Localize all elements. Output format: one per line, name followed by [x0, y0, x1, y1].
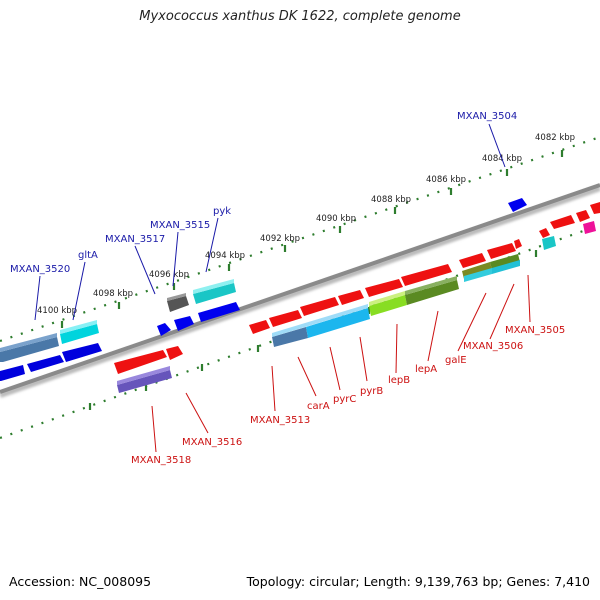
gene-arrow[interactable] — [542, 236, 556, 250]
gene-arrow[interactable] — [114, 350, 167, 374]
gene-arrow[interactable] — [550, 215, 575, 229]
gene-label-bottom: MXAN_3506 — [463, 341, 523, 352]
gene-arrow[interactable] — [369, 291, 405, 306]
genome-summary-text: Topology: circular; Length: 9,139,763 bp… — [246, 574, 590, 589]
leader-line — [271, 365, 276, 412]
gene-arrow[interactable] — [492, 260, 520, 274]
gene-arrow[interactable] — [508, 198, 527, 212]
gene-arrow[interactable] — [514, 239, 522, 249]
gene-label-top: MXAN_3520 — [10, 264, 70, 275]
gene-label-bottom: MXAN_3513 — [250, 415, 310, 426]
gene-arrow[interactable] — [464, 268, 492, 282]
gene-label-bottom: pyrC — [333, 394, 356, 405]
gene-label-bottom: galE — [445, 355, 467, 366]
gene-label-bottom: carA — [307, 401, 330, 412]
gene-arrow[interactable] — [590, 202, 600, 214]
gene-arrow[interactable] — [117, 370, 172, 393]
gene-arrow[interactable] — [369, 295, 407, 316]
scale-label: 4092 kbp — [260, 234, 300, 244]
gene-arrow[interactable] — [272, 304, 368, 337]
gene-arrow[interactable] — [487, 243, 516, 259]
gene-label-top: MXAN_3504 — [457, 111, 517, 122]
leader-line — [205, 217, 219, 273]
map-title: Myxococcus xanthus DK 1622, complete gen… — [139, 9, 461, 24]
gene-label-top: MXAN_3517 — [105, 234, 165, 245]
gene-label-bottom: MXAN_3518 — [131, 455, 191, 466]
gene-label-bottom: MXAN_3516 — [182, 437, 242, 448]
leader-line — [489, 283, 515, 340]
leader-line — [527, 274, 531, 323]
scale-label: 4086 kbp — [426, 175, 466, 185]
gene-label-top: MXAN_3515 — [150, 220, 210, 231]
gene-arrow[interactable] — [117, 366, 170, 385]
gene-arrow[interactable] — [539, 228, 550, 238]
scale-rail-top — [0, 135, 600, 343]
gene-arrow[interactable] — [193, 283, 236, 304]
scale-label: 4096 kbp — [149, 270, 189, 280]
scale-label: 4094 kbp — [205, 251, 245, 261]
gene-arrow[interactable] — [167, 296, 189, 312]
leader-line — [134, 245, 156, 295]
gene-arrow[interactable] — [405, 276, 457, 295]
gene-arrow[interactable] — [583, 221, 596, 234]
gene-arrow[interactable] — [269, 310, 302, 327]
gene-arrow[interactable] — [174, 316, 194, 331]
gene-label-bottom: MXAN_3505 — [505, 325, 565, 336]
gene-arrow[interactable] — [365, 279, 403, 297]
gene-label-bottom: pyrB — [360, 386, 383, 397]
leader-line — [72, 261, 86, 321]
leader-line — [395, 323, 398, 374]
leader-line — [172, 231, 179, 287]
gene-arrow[interactable] — [249, 320, 270, 334]
gene-label-bottom: lepA — [415, 364, 437, 375]
gene-arrow[interactable] — [198, 302, 240, 322]
backbone-shadow — [0, 185, 600, 398]
gene-arrow[interactable] — [157, 323, 171, 336]
leader-line — [329, 346, 341, 391]
gene-label-bottom: lepB — [388, 375, 410, 386]
scale-label: 4098 kbp — [93, 289, 133, 299]
leader-line — [185, 392, 209, 434]
gene-label-top: gltA — [78, 250, 98, 261]
leader-line — [427, 310, 439, 362]
gene-arrow[interactable] — [306, 308, 370, 338]
gene-arrow[interactable] — [60, 320, 97, 334]
leader-line — [359, 336, 368, 382]
gene-arrow[interactable] — [27, 355, 64, 372]
gene-arrow[interactable] — [0, 333, 57, 352]
scale-label: 4100 kbp — [37, 306, 77, 316]
leader-line — [297, 356, 317, 397]
gene-arrow[interactable] — [459, 253, 486, 268]
gene-label-top: pyk — [213, 206, 231, 217]
gene-arrow[interactable] — [401, 264, 452, 286]
scale-label: 4088 kbp — [371, 195, 411, 205]
gene-arrow[interactable] — [272, 327, 308, 347]
gene-arrow[interactable] — [405, 280, 459, 305]
gene-arrow[interactable] — [576, 210, 590, 222]
leader-line — [488, 123, 506, 168]
gene-arrow[interactable] — [338, 290, 364, 305]
leader-line — [457, 292, 487, 352]
scale-label: 4090 kbp — [316, 214, 356, 224]
scale-label: 4082 kbp — [535, 133, 575, 143]
gene-arrow[interactable] — [0, 365, 25, 381]
gene-arrow[interactable] — [490, 254, 520, 270]
gene-arrow[interactable] — [166, 346, 183, 360]
gene-arrow[interactable] — [62, 343, 102, 362]
gene-arrow[interactable] — [300, 297, 339, 316]
gene-arrow[interactable] — [167, 293, 186, 301]
leader-line — [34, 275, 41, 321]
gene-arrow[interactable] — [0, 337, 59, 362]
gene-arrow[interactable] — [60, 324, 99, 344]
leader-line — [151, 405, 157, 453]
genome-backbone — [0, 183, 600, 394]
gene-arrow[interactable] — [193, 279, 234, 294]
accession-text: Accession: NC_008095 — [9, 574, 152, 589]
